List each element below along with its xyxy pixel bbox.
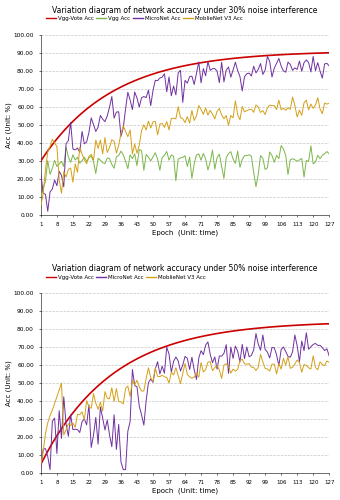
Legend: Vgg-Vote Acc, Vgg Acc, MicroNet Acc, MoblieNet V3 Acc: Vgg-Vote Acc, Vgg Acc, MicroNet Acc, Mob… bbox=[44, 14, 245, 24]
Title: Variation diagram of network accuracy under 50% noise interference: Variation diagram of network accuracy un… bbox=[52, 264, 318, 273]
Legend: Vgg-Vote Acc, MicroNet Acc, MoblieNet V3 Acc: Vgg-Vote Acc, MicroNet Acc, MoblieNet V3… bbox=[44, 272, 208, 282]
X-axis label: Epoch  (Unit: time): Epoch (Unit: time) bbox=[152, 230, 218, 236]
Y-axis label: Acc (Unit: %): Acc (Unit: %) bbox=[5, 360, 12, 406]
Y-axis label: Acc (Unit: %): Acc (Unit: %) bbox=[5, 102, 12, 148]
Title: Variation diagram of network accuracy under 30% noise interference: Variation diagram of network accuracy un… bbox=[52, 6, 318, 15]
X-axis label: Epoch  (Unit: time): Epoch (Unit: time) bbox=[152, 488, 218, 494]
